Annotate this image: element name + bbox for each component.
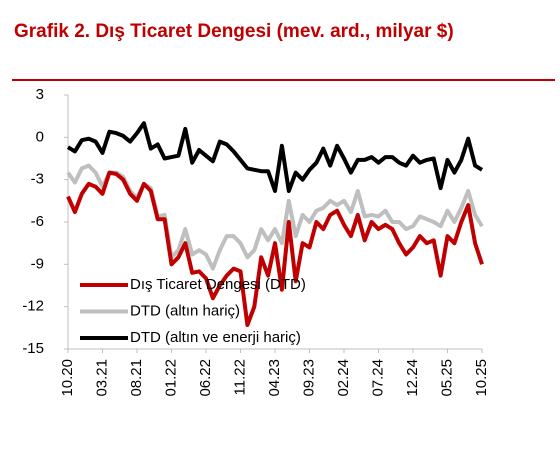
x-tick-label: 03.21 [93, 359, 110, 397]
x-tick-label: 05.25 [438, 359, 455, 397]
title-rule [12, 79, 555, 81]
series-line [66, 121, 484, 193]
x-tick-label: 09.23 [300, 359, 317, 397]
x-tick-label: 01.22 [162, 359, 179, 397]
series-line [66, 170, 484, 327]
chart-title: Grafik 2. Dış Ticaret Dengesi (mev. ard.… [14, 21, 454, 42]
x-tick-label: 10.25 [473, 359, 490, 397]
y-tick-label: -6 [31, 213, 44, 230]
y-tick-label: -9 [31, 255, 44, 272]
legend-label: DTD (altın hariç) [130, 302, 240, 319]
y-tick-label: 3 [36, 86, 44, 103]
x-tick-label: 10.20 [59, 359, 76, 397]
x-tick-label: 06.22 [197, 359, 214, 397]
legend-label: Dış Ticaret Dengesi (DTD) [130, 276, 306, 293]
y-tick-label: -3 [31, 171, 44, 188]
x-tick-label: 11.22 [231, 359, 248, 395]
x-tick-label: 02.24 [335, 359, 352, 397]
legend-label: DTD (altın ve enerji hariç) [130, 329, 301, 346]
x-tick-label: 07.24 [369, 359, 386, 397]
x-tick-label: 08.21 [128, 359, 145, 397]
x-tick-label: 04.23 [266, 359, 283, 397]
x-tick-label: 12.24 [404, 359, 421, 397]
y-tick-label: -12 [22, 298, 44, 315]
y-tick-label: -15 [22, 340, 44, 357]
y-tick-label: 0 [36, 128, 44, 145]
